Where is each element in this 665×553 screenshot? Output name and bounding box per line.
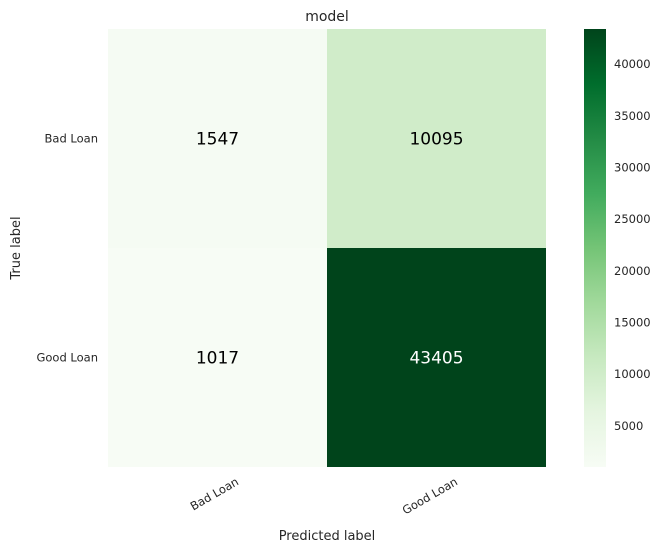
x-tick-labels: Bad Loan Good Loan	[188, 474, 460, 517]
heatmap-cell	[108, 29, 327, 248]
colorbar-tick-label: 40000	[614, 57, 651, 71]
colorbar-tick-label: 20000	[614, 264, 651, 278]
cell-value-label: 1547	[196, 130, 239, 150]
x-axis-label: Predicted label	[279, 529, 376, 544]
heatmap-cell	[327, 248, 546, 467]
colorbar-tick-labels: 5000 10000 15000 20000 25000 30000 35000 40000	[614, 57, 651, 433]
colorbar	[584, 29, 606, 467]
y-axis-label: True label	[9, 216, 24, 280]
colorbar-tick-label: 30000	[614, 161, 651, 175]
colorbar-tick-label: 15000	[614, 316, 651, 330]
colorbar-tick-label: 35000	[614, 109, 651, 123]
chart-title: model	[305, 9, 349, 25]
heatmap-cell	[108, 248, 327, 467]
colorbar-tick-label: 5000	[614, 419, 643, 433]
x-tick-label: Good Loan	[400, 474, 460, 517]
y-tick-labels: Bad Loan Good Loan	[36, 132, 98, 365]
heatmap-cell	[327, 29, 546, 248]
x-tick-label: Bad Loan	[188, 474, 241, 513]
cell-value-label: 1017	[196, 349, 239, 369]
y-tick-label: Good Loan	[36, 351, 98, 365]
cell-value-label: 43405	[409, 349, 463, 369]
colorbar-tick-label: 25000	[614, 212, 651, 226]
cell-value-label: 10095	[409, 130, 463, 150]
heatmap-cell-labels: 1547 10095 1017 43405	[196, 130, 464, 369]
colorbar-tick-label: 10000	[614, 367, 651, 381]
y-tick-label: Bad Loan	[45, 132, 98, 146]
heatmap-cells	[108, 29, 546, 467]
